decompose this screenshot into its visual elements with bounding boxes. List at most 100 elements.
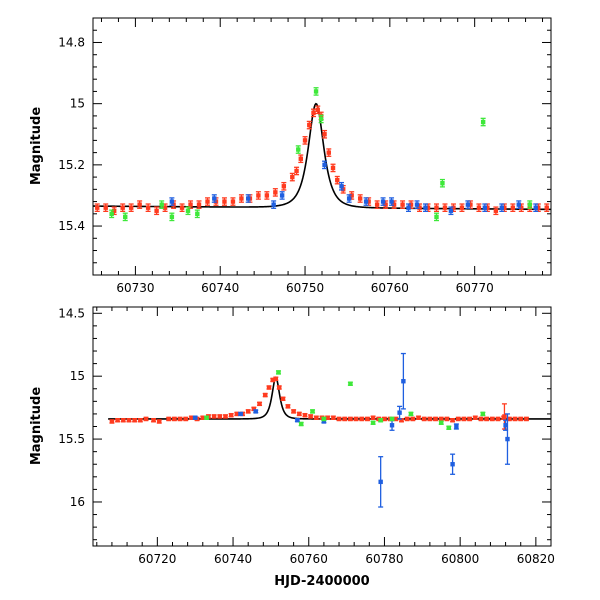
bottom-green-data-point	[275, 370, 281, 375]
top-y-tick-label: 14.8	[58, 35, 85, 49]
bottom-x-tick-label: 60740	[214, 552, 252, 566]
bottom-red-data-point	[489, 416, 495, 422]
top-blue-data-point	[279, 191, 285, 200]
bottom-red-data-point	[359, 416, 365, 422]
bottom-red-data-point	[262, 392, 268, 398]
bottom-red-data-point	[151, 418, 157, 423]
bottom-blue-data-point	[450, 453, 456, 475]
bottom-red-data-point	[171, 416, 177, 422]
bottom-y-tick-label: 15	[70, 369, 85, 383]
top-red-data-point	[322, 129, 328, 139]
top-red-data-point	[205, 197, 210, 206]
top-y-tick-label: 15.2	[58, 158, 85, 172]
top-red-data-point	[459, 203, 465, 213]
top-green-data-point	[480, 117, 486, 127]
top-green-data-point	[439, 178, 445, 188]
bottom-y-tick-label: 14.5	[58, 306, 85, 320]
bottom-red-data-point	[126, 418, 132, 423]
bottom-red-data-point	[427, 416, 433, 422]
bottom-green-data-point	[298, 421, 304, 427]
top-blue-data-point	[414, 200, 420, 209]
top-red-data-point	[374, 200, 380, 209]
bottom-red-data-point	[472, 415, 478, 420]
top-green-data-point	[159, 200, 165, 209]
top-blue-data-point	[339, 181, 345, 191]
top-red-data-point	[442, 203, 448, 213]
top-red-data-point	[145, 203, 151, 213]
top-red-data-point	[334, 175, 340, 185]
bottom-x-tick-label: 60720	[138, 552, 176, 566]
bottom-red-data-point	[523, 416, 529, 422]
bottom-red-data-point	[132, 418, 138, 423]
bottom-blue-data-point	[400, 352, 406, 410]
top-green-data-point	[122, 212, 128, 222]
bottom-green-data-point	[446, 425, 452, 430]
top-y-axis-label: Magnitude	[29, 107, 44, 186]
bottom-x-tick-label: 60760	[290, 552, 328, 566]
top-red-data-point	[272, 188, 278, 197]
bottom-y-tick-label: 16	[70, 495, 85, 509]
top-red-data-point	[450, 203, 456, 213]
bottom-red-data-point	[296, 411, 302, 417]
bottom-red-data-point	[217, 414, 223, 419]
bottom-green-data-point	[438, 420, 444, 425]
top-red-data-point	[120, 203, 126, 213]
top-red-data-point	[281, 181, 287, 191]
top-x-tick-label: 60760	[371, 281, 409, 295]
bottom-blue-data-point	[378, 456, 384, 508]
top-blue-data-point	[389, 197, 395, 206]
bottom-y-tick-label: 15.5	[58, 432, 85, 446]
bottom-red-data-point	[137, 418, 143, 423]
top-blue-data-point	[533, 203, 539, 213]
top-green-data-point	[109, 209, 115, 219]
top-red-data-point	[188, 200, 194, 209]
bottom-panel: 60720 60740 60760 60780 60800 60820 14.5 15 15.5…	[29, 306, 555, 589]
bottom-red-data-point	[211, 414, 217, 419]
top-red-data-point	[383, 200, 389, 209]
bottom-blue-data-point	[238, 411, 244, 417]
bottom-x-tick-label: 60820	[517, 552, 555, 566]
top-red-data-point	[311, 108, 317, 118]
bottom-red-data-point	[308, 414, 314, 419]
bottom-red-data-point	[512, 416, 518, 422]
top-green-data-point	[194, 209, 200, 219]
bottom-blue-data-point	[192, 415, 198, 420]
bottom-green-data-point	[480, 411, 486, 417]
top-red-data-point	[315, 105, 321, 115]
bottom-red-data-point	[109, 419, 115, 424]
top-model-curve	[93, 102, 551, 211]
bottom-green-data-point	[204, 415, 210, 420]
bottom-red-data-point	[177, 416, 183, 422]
top-blue-data-point	[322, 160, 328, 170]
top-red-data-point	[137, 200, 143, 209]
bottom-red-data-point	[495, 416, 501, 422]
top-green-data-point	[185, 206, 191, 216]
top-red-data-point	[544, 203, 550, 213]
bottom-red-data-point	[156, 419, 162, 424]
top-blue-data-point	[271, 200, 277, 209]
bottom-x-tick-label: 60800	[441, 552, 479, 566]
top-red-data-point	[294, 166, 300, 176]
bottom-red-data-point	[115, 418, 121, 423]
top-blue-data-point	[380, 197, 386, 206]
bottom-x-tick-label: 60780	[365, 552, 403, 566]
bottom-red-data-point	[257, 401, 263, 407]
bottom-red-data-point	[353, 416, 359, 422]
bottom-red-data-point	[280, 396, 286, 402]
top-green-data-point	[318, 114, 324, 124]
bottom-red-data-point	[143, 416, 149, 422]
top-y-tick-label: 15	[70, 97, 85, 111]
top-blue-data-point	[516, 200, 522, 209]
top-red-data-point	[306, 120, 312, 130]
bottom-red-data-point	[291, 409, 297, 414]
top-red-data-point	[493, 206, 499, 216]
bottom-red-data-point	[342, 416, 348, 422]
top-red-data-point	[238, 194, 244, 203]
bottom-red-data-point	[245, 409, 251, 414]
top-green-data-point	[313, 87, 319, 96]
top-red-data-point	[302, 136, 308, 145]
bottom-x-axis-label: HJD-2400000	[274, 574, 369, 589]
top-red-data-point	[476, 203, 482, 213]
bottom-red-data-point	[285, 404, 291, 409]
bottom-red-data-point	[183, 416, 189, 422]
